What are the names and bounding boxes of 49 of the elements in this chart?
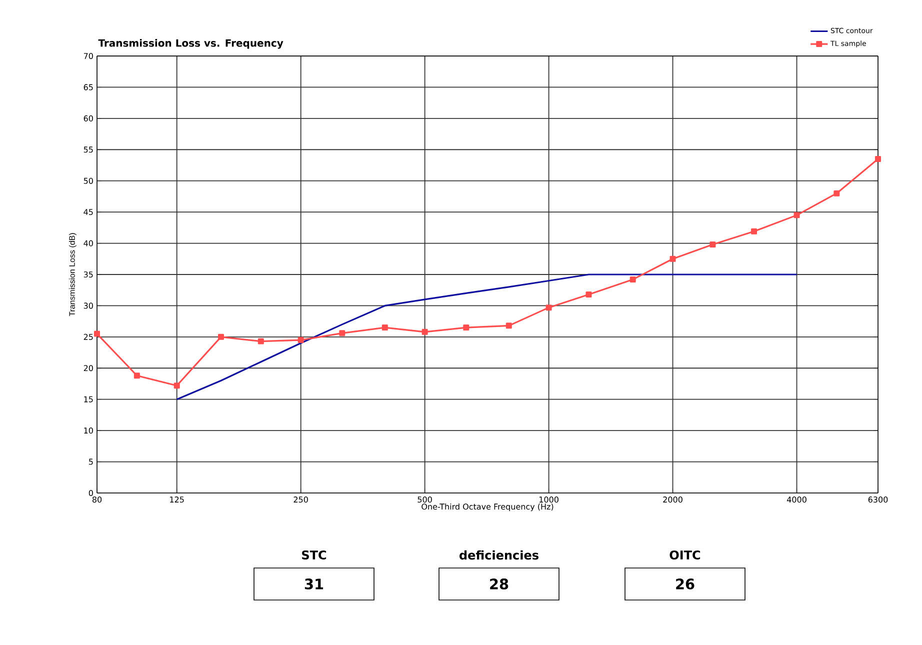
y-tick-label: 25 — [84, 334, 93, 340]
point — [546, 304, 552, 311]
chart-title: Transmission Loss vs. Frequency — [98, 39, 284, 49]
text: 28 — [490, 578, 508, 590]
y-tick-label: 70 — [84, 52, 93, 60]
y-tick-label: 30 — [84, 302, 93, 309]
x-tick-label: 500 — [418, 496, 432, 503]
point — [258, 338, 264, 344]
y-tick-label: 65 — [84, 84, 93, 90]
y-tick-label: 5 — [89, 458, 93, 465]
y-tick-label: 0 — [88, 490, 93, 496]
y-tick-label: 50 — [84, 178, 93, 184]
y-tick-label: 40 — [84, 240, 93, 246]
y-tick-label: 15 — [84, 396, 93, 402]
point — [586, 291, 592, 298]
point — [834, 190, 840, 196]
point — [710, 242, 716, 248]
y-tick-label: 55 — [84, 146, 93, 153]
y-tick-label: 60 — [84, 115, 93, 122]
y-tick-label: 45 — [84, 209, 93, 216]
x-tick-label: 80 — [92, 496, 102, 503]
y-tick-label: 35 — [84, 271, 93, 278]
point — [506, 322, 512, 329]
x-tick-label: 125 — [170, 496, 184, 503]
y-tick-label: 20 — [84, 365, 93, 372]
y-axis-title: Transmission Loss (dB) — [68, 233, 76, 316]
point — [382, 324, 388, 331]
text: STC — [302, 550, 326, 560]
point — [463, 324, 470, 331]
point — [174, 382, 180, 389]
y-tick-label: 10 — [84, 428, 93, 434]
text: deficiencies — [460, 550, 538, 560]
text: OITC — [670, 550, 700, 560]
x-tick-label: 1000 — [540, 496, 558, 503]
x-axis-title: One-Third Octave Frequency (Hz) — [422, 503, 554, 512]
point — [670, 256, 676, 262]
x-tick-label: 250 — [294, 496, 308, 503]
point — [339, 330, 346, 336]
point — [134, 372, 140, 379]
point — [794, 212, 800, 218]
x-tick-label: 2000 — [663, 496, 682, 503]
point — [422, 328, 428, 335]
x-tick-label: 4000 — [786, 496, 806, 503]
text: 31 — [304, 578, 324, 590]
x-tick-label: 6300 — [868, 496, 888, 503]
point — [875, 156, 882, 162]
point — [751, 228, 758, 234]
text: 26 — [676, 578, 694, 590]
point — [298, 337, 304, 344]
